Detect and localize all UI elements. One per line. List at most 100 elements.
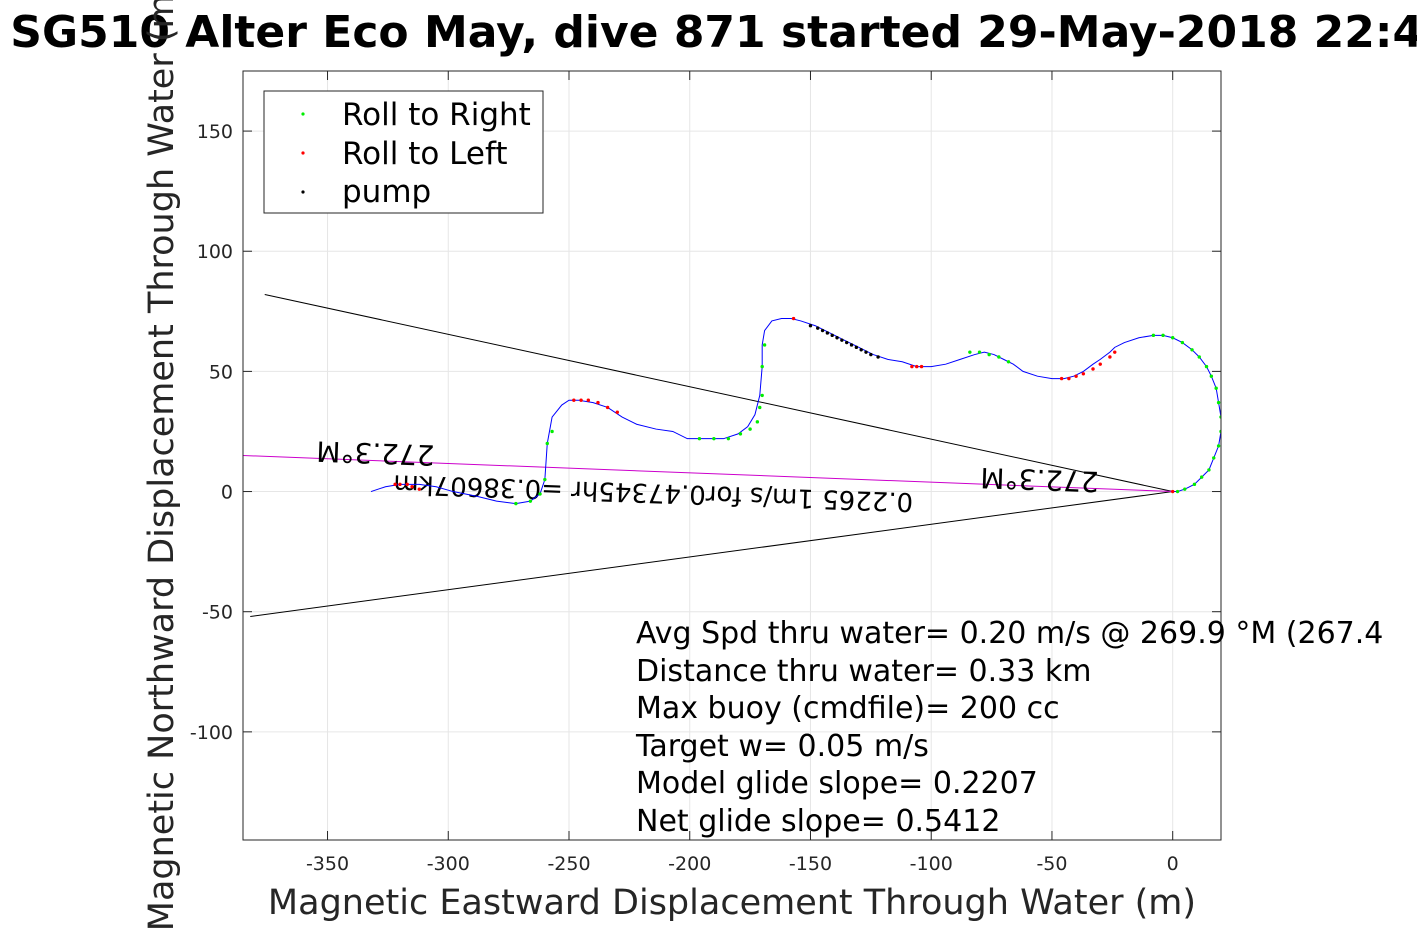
roll-right-point-22: [1161, 333, 1165, 338]
roll-left-point-5: [572, 398, 576, 402]
roll-right-point-10: [748, 427, 752, 431]
annotation-net-glide: Net glide slope= 0.5412: [636, 804, 1000, 839]
roll-right-point-21: [1151, 333, 1156, 338]
roll-left-point-2: [405, 482, 409, 487]
legend-label-pump: pump: [342, 174, 431, 210]
roll-right-point-37: [1192, 482, 1197, 487]
roll-left-point-11: [791, 316, 796, 321]
roll-left-point-4: [417, 487, 421, 491]
chart-title: SG510 Alter Eco May, dive 871 started 29…: [10, 7, 1417, 58]
roll-left-point-22: [1113, 350, 1117, 354]
roll-right-point-0: [514, 501, 518, 506]
roll-left-point-7: [586, 398, 591, 402]
annotation-avg-speed: Avg Spd thru water= 0.20 m/s @ 269.9 °M …: [636, 616, 1383, 651]
roll-right-point-2: [538, 492, 542, 496]
annotation-model-glide: Model glide slope= 0.2207: [636, 766, 1038, 801]
roll-right-point-36: [1199, 475, 1204, 479]
y-axis-label: Magnetic Northward Displacement Through …: [142, 0, 182, 931]
roll-right-point-8: [726, 436, 731, 441]
pump-point-4: [830, 333, 834, 338]
roll-right-point-25: [1190, 348, 1194, 352]
reference-line-0: [264, 294, 1173, 493]
x-tick-label-3: -200: [668, 853, 711, 875]
y-tick-label-2: 0: [221, 482, 233, 504]
rotated-label-0: 272.3°M: [316, 434, 435, 471]
roll-right-point-18: [987, 352, 991, 357]
roll-right-point-28: [1209, 374, 1214, 378]
roll-left-point-3: [410, 485, 414, 489]
roll-right-point-11: [755, 420, 760, 424]
legend: Roll to Right Roll to Left pump: [263, 90, 544, 214]
roll-right-point-20: [1006, 360, 1011, 364]
roll-right-point-13: [760, 393, 764, 398]
roll-right-point-7: [712, 436, 716, 441]
roll-right-point-38: [1183, 487, 1187, 491]
roll-left-point-19: [1091, 367, 1095, 371]
roll-right-point-17: [977, 350, 982, 354]
pump-point-3: [825, 331, 830, 335]
x-tick-label-5: -100: [910, 853, 953, 875]
roll-right-point-24: [1180, 340, 1185, 345]
x-tick-label-0: -350: [306, 853, 349, 875]
roll-right-point-3: [543, 477, 547, 482]
roll-right-point-33: [1216, 444, 1221, 448]
roll-right-point-14: [760, 364, 764, 369]
roll-left-point-12: [910, 364, 914, 369]
pump-point-10: [859, 348, 863, 352]
pump-point-8: [849, 343, 854, 347]
roll-right-point-30: [1216, 400, 1221, 405]
axis-ticks: -350 -300 -250 -200 -150 -100 -50 0 -100 -50 0 50 10…: [190, 71, 1221, 875]
pump-point-1: [816, 326, 820, 330]
pump-point-5: [835, 336, 839, 340]
legend-label-roll-left: Roll to Left: [342, 136, 508, 172]
roll-right-point-39: [1175, 489, 1180, 494]
x-tick-label-6: -50: [1036, 853, 1067, 875]
pump-point-6: [840, 338, 844, 342]
roll-right-point-1: [528, 499, 533, 503]
y-tick-label-5: 150: [197, 121, 233, 143]
roll-left-point-15: [1059, 376, 1064, 381]
x-tick-label-2: -250: [547, 853, 590, 875]
roll-right-point-15: [762, 343, 767, 347]
roll-left-point-18: [1081, 372, 1086, 376]
roll-left-point-17: [1074, 374, 1078, 378]
legend-marker-pump: [301, 190, 305, 194]
grid: [243, 71, 1221, 840]
rotated-label-1: 272.3°M: [980, 461, 1099, 498]
annotation-target-w: Target w= 0.05 m/s: [635, 729, 929, 764]
pump-point-12: [869, 352, 873, 357]
annotation-max-buoy: Max buoy (cmdfile)= 200 cc: [636, 691, 1060, 726]
roll-right-point-9: [738, 432, 743, 436]
roll-left-point-8: [596, 400, 600, 405]
roll-right-point-12: [758, 405, 762, 410]
x-tick-label-7: 0: [1167, 853, 1179, 875]
roll-left-point-23: [1171, 489, 1175, 494]
roll-right-point-6: [697, 436, 702, 441]
y-tick-label-3: 50: [209, 361, 233, 383]
pump-point-11: [864, 350, 868, 354]
reference-line-1: [250, 491, 1173, 618]
roll-left-point-20: [1098, 362, 1102, 366]
pump-point-13: [876, 355, 880, 359]
x-axis-label: Magnetic Eastward Displacement Through W…: [268, 883, 1196, 923]
legend-label-roll-right: Roll to Right: [342, 97, 531, 133]
y-tick-label-1: -50: [202, 602, 233, 624]
pump-point-0: [808, 324, 813, 328]
roll-right-point-23: [1171, 336, 1175, 340]
y-tick-label-4: 100: [197, 241, 233, 263]
y-tick-label-0: -100: [190, 722, 233, 744]
roll-right-point-19: [997, 355, 1001, 359]
roll-left-point-9: [605, 405, 610, 410]
roll-left-point-10: [615, 410, 619, 414]
annotation-block: Avg Spd thru water= 0.20 m/s @ 269.9 °M …: [635, 616, 1383, 839]
roll-left-point-14: [919, 364, 924, 369]
roll-left-point-21: [1108, 355, 1112, 359]
roll-right-point-35: [1207, 468, 1211, 472]
roll-left-point-0: [393, 482, 397, 487]
legend-marker-roll-left: [301, 151, 305, 155]
roll-right-point-34: [1212, 456, 1216, 460]
roll-right-point-4: [545, 441, 549, 446]
pump-point-9: [854, 345, 859, 350]
legend-marker-roll-right: [301, 112, 305, 116]
